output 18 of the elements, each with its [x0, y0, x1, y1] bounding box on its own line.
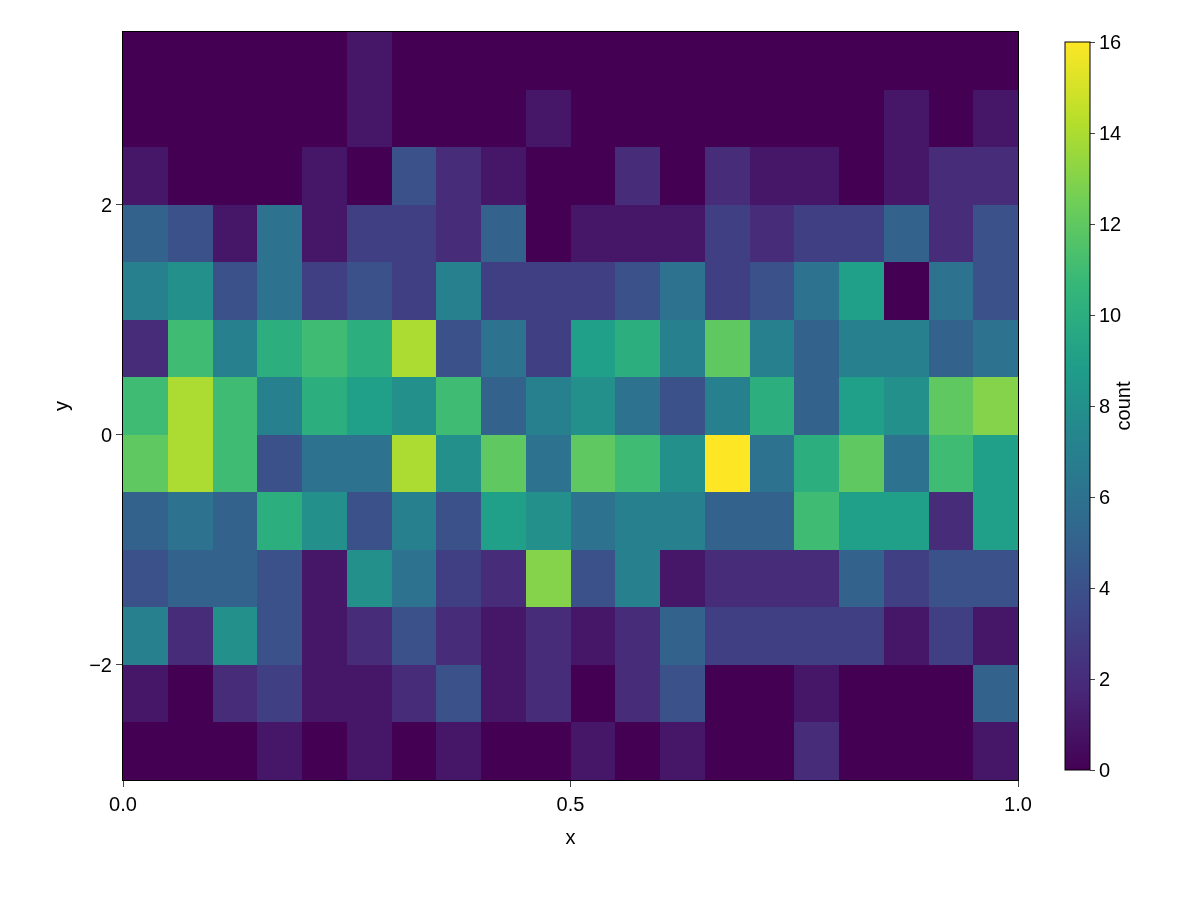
- color-bar-title: count: [1112, 381, 1135, 431]
- color-bar-label: 4: [1099, 577, 1111, 599]
- color-bar-label: 14: [1099, 122, 1122, 144]
- x-tick-label: 0.0: [109, 793, 137, 815]
- color-bar-label: 8: [1099, 395, 1111, 417]
- color-bar-label: 6: [1099, 486, 1111, 508]
- y-axis-title: y: [49, 401, 72, 411]
- color-bar-label: 2: [1099, 668, 1111, 690]
- y-tick-label: −2: [89, 653, 112, 676]
- color-bar-label: 0: [1099, 759, 1111, 781]
- x-tick-label: 1.0: [1004, 793, 1032, 815]
- y-tick-label: 2: [100, 193, 112, 216]
- color-bar-label: 10: [1099, 304, 1122, 326]
- x-axis-title: x: [565, 825, 576, 848]
- y-tick-label: 0: [100, 423, 112, 446]
- color-bar-label: 16: [1099, 31, 1122, 53]
- color-bar-label: 12: [1099, 213, 1122, 235]
- x-tick-label: 0.5: [556, 793, 585, 815]
